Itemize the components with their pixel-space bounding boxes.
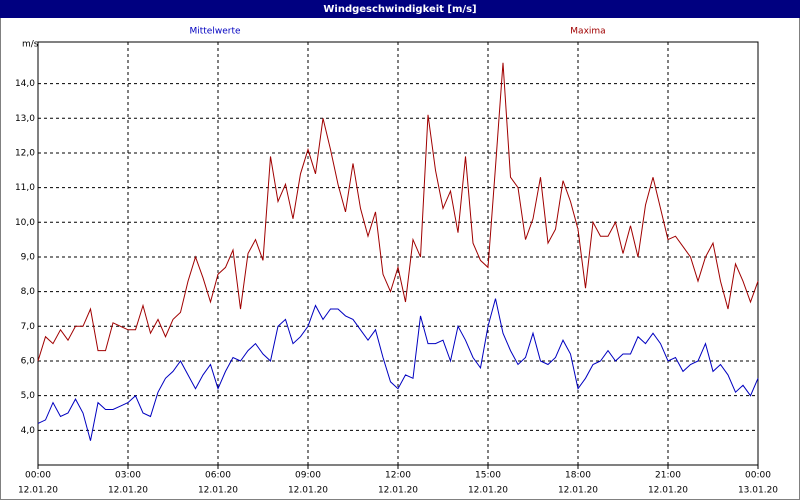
x-tick-date: 13.01.20: [738, 486, 778, 496]
plot-border: [37, 41, 759, 466]
y-axis-label: m/s: [22, 40, 39, 50]
x-tick-date: 12.01.20: [378, 486, 418, 496]
y-tick-label: 4,0: [21, 426, 36, 436]
y-tick-label: 8,0: [21, 287, 36, 297]
x-tick-label: 06:00: [205, 471, 231, 481]
x-tick-date: 12.01.20: [198, 486, 238, 496]
legend-label: Mittelwerte: [189, 27, 240, 37]
y-tick-label: 6,0: [21, 356, 36, 366]
x-tick-label: 18:00: [565, 471, 591, 481]
y-tick-label: 7,0: [21, 322, 36, 332]
y-tick-label: 12,0: [15, 148, 35, 158]
data-line: [37, 298, 759, 441]
x-tick-date: 12.01.20: [648, 486, 688, 496]
legend-label: Maxima: [570, 27, 605, 37]
x-tick-label: 12:00: [385, 471, 411, 481]
x-tick-date: 12.01.20: [288, 486, 328, 496]
x-tick-date: 12.01.20: [108, 486, 148, 496]
x-tick-label: 00:00: [25, 471, 51, 481]
y-tick-label: 9,0: [21, 252, 36, 262]
chart-title: Windgeschwindigkeit [m/s]: [323, 4, 476, 15]
y-tick-label: 5,0: [21, 391, 36, 401]
y-tick-label: 10,0: [15, 218, 35, 228]
y-tick-label: 13,0: [15, 114, 35, 124]
x-tick-label: 21:00: [655, 471, 681, 481]
x-tick-date: 12.01.20: [18, 486, 58, 496]
y-tick-label: 11,0: [15, 183, 35, 193]
x-tick-label: 09:00: [295, 471, 321, 481]
x-tick-label: 15:00: [475, 471, 501, 481]
y-tick-label: 14,0: [15, 79, 35, 89]
x-tick-date: 12.01.20: [468, 486, 508, 496]
data-line: [37, 62, 759, 362]
x-tick-label: 00:00: [745, 471, 771, 481]
x-tick-date: 12.01.20: [558, 486, 598, 496]
title-bar: [0, 0, 800, 18]
x-tick-label: 03:00: [115, 471, 141, 481]
